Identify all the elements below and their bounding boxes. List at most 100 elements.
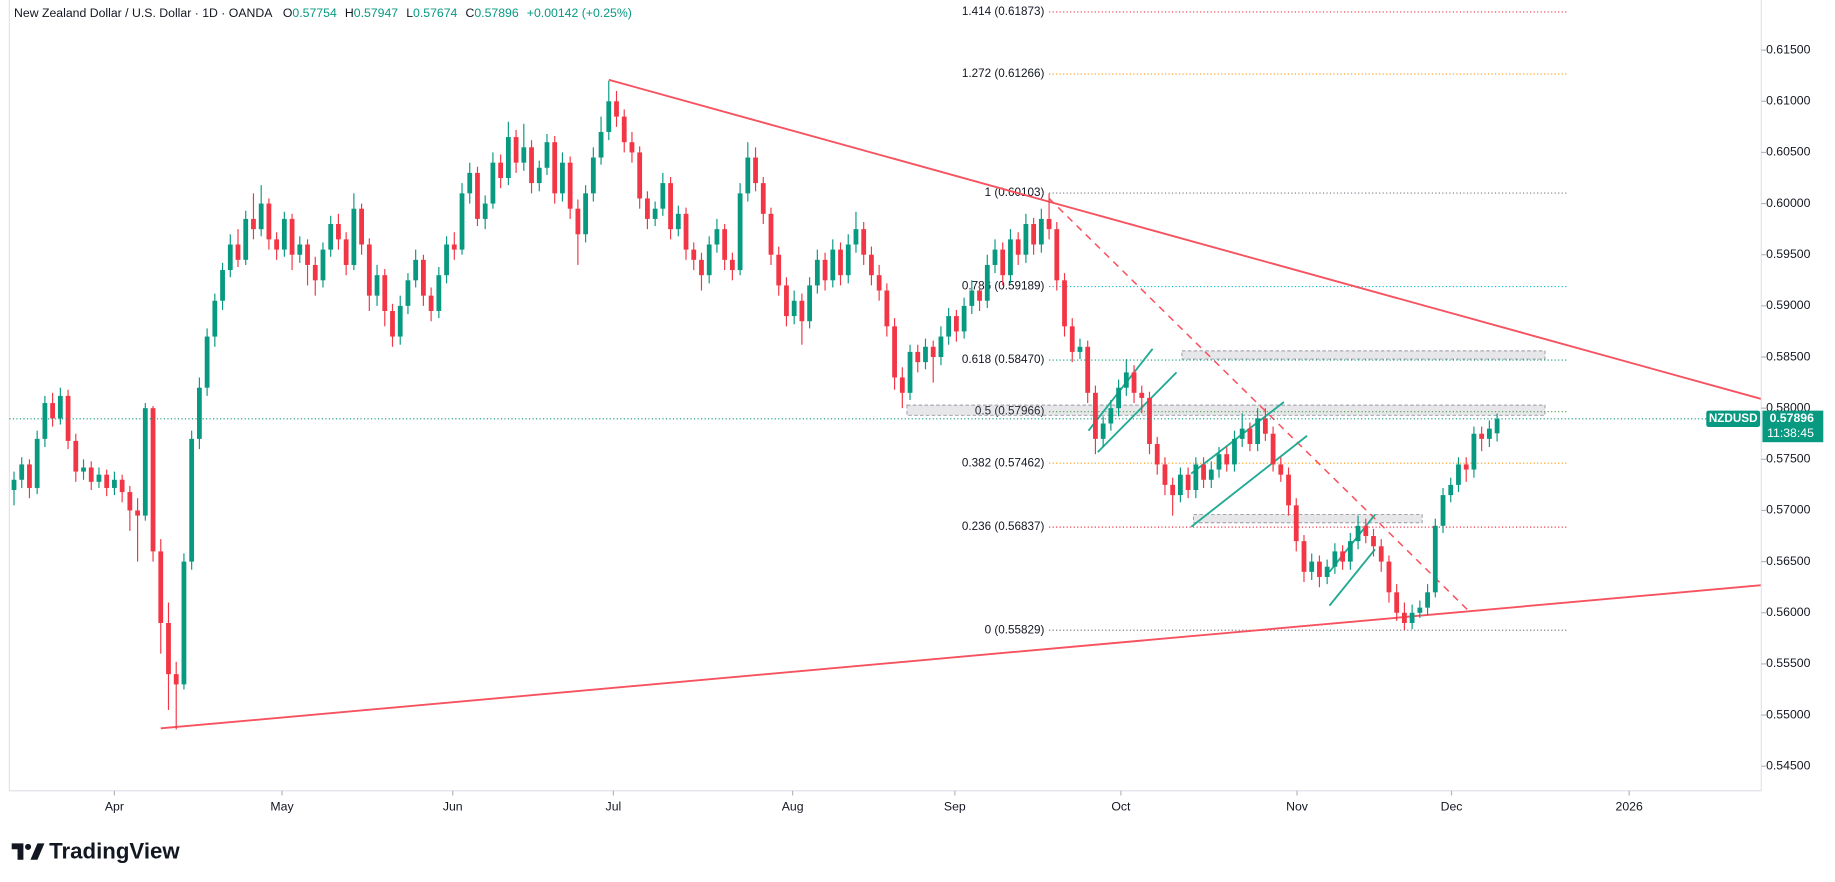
candle-body xyxy=(281,218,287,250)
candle-body xyxy=(1347,541,1353,562)
candle-body xyxy=(328,224,334,250)
candle-body xyxy=(243,218,249,260)
fib-label: 0.236 (0.56837) xyxy=(962,520,1045,533)
candle-body xyxy=(977,290,982,301)
candle-body xyxy=(575,208,581,235)
trendline xyxy=(1190,401,1285,475)
candle-body xyxy=(1479,433,1485,439)
trendline xyxy=(1097,371,1178,453)
candle-body xyxy=(1208,469,1214,480)
candle-body xyxy=(892,326,897,378)
x-tick-label: 2026 xyxy=(1616,799,1643,813)
candle-body xyxy=(50,403,56,419)
candle-body xyxy=(475,172,480,219)
candle-body xyxy=(196,387,202,439)
candle-body xyxy=(73,440,79,472)
trendline xyxy=(608,78,1762,400)
ohlc-value: 0.57754 xyxy=(292,6,337,20)
y-tick-label: 0.61500 xyxy=(1766,42,1811,56)
candle-body xyxy=(1201,464,1206,480)
candle-body xyxy=(923,346,928,363)
candle-body xyxy=(1247,428,1253,444)
candle-body xyxy=(166,622,171,675)
candle-body xyxy=(938,336,944,358)
candle-body xyxy=(467,172,473,194)
candle-body xyxy=(1131,372,1137,393)
zone-box xyxy=(1193,514,1423,524)
y-tick-label: 0.56500 xyxy=(1766,554,1811,568)
candle-body xyxy=(645,198,650,219)
candle-body xyxy=(560,162,565,194)
candle-body xyxy=(459,193,465,250)
candle-body xyxy=(799,300,805,322)
ohlc-key: O xyxy=(283,6,293,20)
candle-body xyxy=(869,254,874,276)
x-tick-label: Dec xyxy=(1441,799,1463,813)
trendline xyxy=(1328,548,1376,607)
candle-body xyxy=(189,438,195,562)
candle-body xyxy=(88,467,94,482)
candle-body xyxy=(675,213,681,230)
ohlc-value: 0.57896 xyxy=(474,6,519,20)
candle-body xyxy=(1332,551,1338,567)
fib-label: 0.382 (0.57462) xyxy=(962,456,1045,469)
candle-body xyxy=(745,157,751,194)
candle-body xyxy=(961,305,967,332)
logo-mark xyxy=(25,843,32,850)
candle-body xyxy=(1162,464,1168,485)
candle-body xyxy=(722,229,728,260)
candle-body xyxy=(181,561,187,685)
candle-body xyxy=(621,116,627,143)
candle-body xyxy=(96,474,102,482)
candle-body xyxy=(567,162,573,209)
candle-body xyxy=(305,244,310,265)
candle-body xyxy=(536,167,542,184)
candle-body xyxy=(884,290,890,327)
candle-body xyxy=(312,264,318,281)
candle-body xyxy=(135,510,140,516)
candle-body xyxy=(297,244,303,255)
x-tick-label: Oct xyxy=(1111,799,1131,813)
candle-body xyxy=(142,408,148,516)
candle-body xyxy=(652,208,658,219)
candle-body xyxy=(830,249,836,281)
y-tick-label: 0.60000 xyxy=(1766,196,1811,210)
x-tick-label: Sep xyxy=(944,799,966,813)
x-tick-label: May xyxy=(270,799,294,813)
header: New Zealand Dollar / U.S. Dollar · 1D · … xyxy=(14,6,632,20)
candle-body xyxy=(1062,280,1067,327)
price-tag xyxy=(1762,410,1824,443)
candle-body xyxy=(946,316,952,337)
candle-body xyxy=(27,464,32,488)
candle-body xyxy=(436,275,442,311)
candle-body xyxy=(444,244,449,276)
candle-body xyxy=(1147,397,1152,444)
candle-body xyxy=(42,403,48,439)
candle-body xyxy=(227,244,233,271)
candle-body xyxy=(1031,224,1037,245)
candle-body xyxy=(150,408,156,552)
candle-body xyxy=(1023,224,1029,255)
trendline xyxy=(1190,435,1308,528)
candle-body xyxy=(1448,484,1454,496)
axis-layer: 0.54500 0.55000 0.55500 0.56000 0.56500 0.570… xyxy=(8,0,1824,813)
candle-body xyxy=(791,300,797,317)
candle-body xyxy=(1432,525,1438,593)
candle-body xyxy=(1193,464,1199,491)
candle-body xyxy=(1038,218,1044,245)
y-tick-label: 0.55000 xyxy=(1766,707,1811,721)
candle-body xyxy=(482,203,488,219)
candle-body xyxy=(1046,218,1052,230)
candle-body xyxy=(1402,612,1407,623)
fib-label: 1.414 (0.61873) xyxy=(962,5,1045,18)
candle-body xyxy=(81,467,86,472)
candle-body xyxy=(382,275,388,311)
candle-body xyxy=(853,229,859,245)
fib-label: 1.272 (0.61266) xyxy=(962,67,1045,80)
candle-body xyxy=(861,229,867,255)
candle-body xyxy=(1224,454,1230,465)
candle-body xyxy=(343,239,349,265)
zone-box xyxy=(1181,350,1546,360)
logo-mark xyxy=(11,843,24,860)
candle-body xyxy=(683,213,689,250)
